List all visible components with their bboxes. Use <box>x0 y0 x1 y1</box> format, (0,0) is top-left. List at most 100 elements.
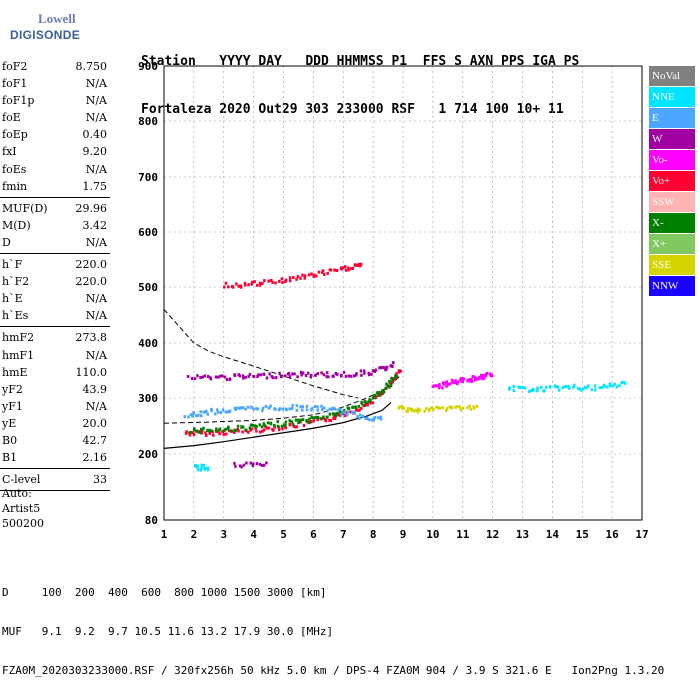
echo-point <box>276 420 280 424</box>
chart-echo-points <box>183 262 627 472</box>
echo-point <box>252 407 255 411</box>
echo-point <box>186 374 190 378</box>
echo-point <box>189 430 193 434</box>
echo-point <box>238 406 241 410</box>
echo-point <box>333 412 336 416</box>
echo-point <box>351 405 354 409</box>
legend-item: E <box>649 108 695 128</box>
echo-point <box>206 374 210 378</box>
echo-point <box>218 427 222 431</box>
echo-point <box>189 413 193 417</box>
echo-point <box>230 429 233 433</box>
echo-point <box>248 426 252 430</box>
echo-point <box>523 386 527 390</box>
echo-point <box>246 405 250 409</box>
footer-distance-row: D 100 200 400 600 800 1000 1500 3000 [km… <box>2 586 327 599</box>
echo-point <box>391 378 395 382</box>
echo-point <box>244 283 247 287</box>
echo-point <box>240 406 243 410</box>
echo-point <box>436 406 440 410</box>
echo-point <box>554 385 558 389</box>
echo-point <box>412 409 415 413</box>
echo-point <box>290 420 294 424</box>
parameter-row: h`F 220.0 <box>0 256 110 273</box>
echo-point <box>204 466 207 470</box>
echo-point <box>240 465 243 469</box>
echo-point <box>251 280 254 284</box>
echo-point <box>280 277 284 281</box>
echo-point <box>250 282 254 286</box>
echo-point <box>234 408 237 412</box>
parameter-row: hmF1 N/A <box>0 347 110 364</box>
echo-point <box>305 419 308 423</box>
echo-point <box>467 378 470 382</box>
echo-point <box>251 423 255 427</box>
echo-point <box>576 387 580 391</box>
echo-point <box>288 276 292 280</box>
echo-point <box>371 401 375 405</box>
echo-point <box>291 403 294 407</box>
echo-point <box>312 274 316 278</box>
echo-point <box>343 265 347 269</box>
parameter-row: h`E N/A <box>0 290 110 307</box>
parameter-value: 9.20 <box>82 145 108 159</box>
echo-point <box>197 468 200 472</box>
parameter-separator <box>0 253 110 255</box>
echo-point <box>333 268 336 272</box>
echo-point <box>480 373 483 377</box>
parameter-name: h`Es <box>2 309 29 323</box>
echo-point <box>221 374 224 378</box>
echo-point <box>349 374 353 378</box>
echo-point <box>323 272 326 276</box>
parameter-value: 220.0 <box>75 275 108 289</box>
echo-point <box>335 269 339 273</box>
echo-point <box>445 408 448 412</box>
echo-point <box>438 385 441 389</box>
echo-point <box>210 409 213 413</box>
echo-point <box>198 430 202 434</box>
parameter-name: B0 <box>2 433 18 447</box>
echo-point <box>321 407 324 411</box>
echo-point <box>357 404 361 408</box>
echo-point <box>342 370 346 374</box>
parameter-name: C-level <box>2 473 41 487</box>
echo-point <box>460 376 463 380</box>
echo-point <box>339 266 343 270</box>
echo-point <box>251 464 255 468</box>
echo-point <box>192 431 195 435</box>
echo-point <box>280 424 284 428</box>
echo-point <box>254 426 257 430</box>
parameter-name: MUF(D) <box>2 201 48 215</box>
echo-point <box>446 383 450 387</box>
echo-point <box>340 374 343 378</box>
echo-point <box>359 369 363 373</box>
echo-point <box>528 389 531 393</box>
echo-point <box>272 376 275 380</box>
echo-point <box>249 461 253 465</box>
echo-point <box>299 405 302 409</box>
echo-point <box>217 375 220 379</box>
parameter-row: foF1 N/A <box>0 75 110 92</box>
echo-point <box>340 412 343 416</box>
parameter-value: N/A <box>85 94 107 108</box>
echo-point <box>280 375 283 379</box>
echo-point <box>521 385 524 389</box>
echo-point <box>305 404 309 408</box>
echo-point <box>359 262 363 266</box>
echo-point <box>357 263 361 267</box>
echo-point <box>374 395 378 399</box>
echo-point <box>271 281 274 285</box>
echo-point <box>622 380 625 384</box>
echo-point <box>260 463 264 467</box>
echo-point <box>618 384 621 388</box>
auto-label: Auto: <box>2 487 32 500</box>
legend-item: W <box>649 129 695 149</box>
echo-point <box>355 372 358 376</box>
echo-point <box>556 385 560 389</box>
parameter-value: N/A <box>85 348 107 362</box>
echo-point <box>332 415 336 419</box>
parameter-row: yF1 N/A <box>0 398 110 415</box>
echo-point <box>352 374 356 378</box>
echo-point <box>581 387 585 391</box>
echo-point <box>262 422 266 426</box>
